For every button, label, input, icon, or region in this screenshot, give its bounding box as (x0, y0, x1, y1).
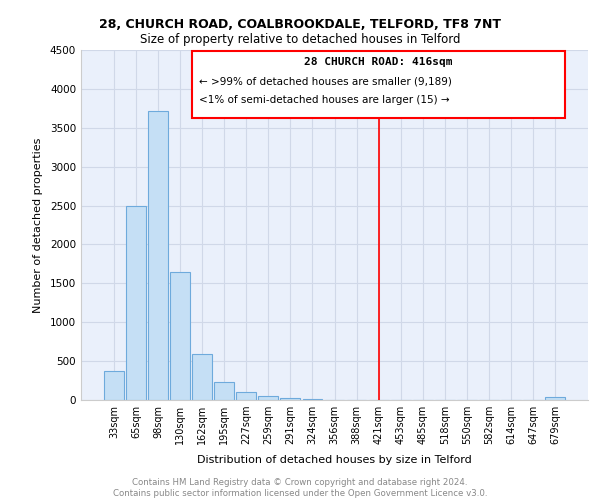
Bar (236, 392, 256, 400)
Y-axis label: Number of detached properties: Number of detached properties (33, 138, 43, 312)
Bar (302, 399, 322, 400)
Text: Size of property relative to detached houses in Telford: Size of property relative to detached ho… (140, 32, 460, 46)
X-axis label: Distribution of detached houses by size in Telford: Distribution of detached houses by size … (197, 456, 472, 466)
FancyBboxPatch shape (192, 51, 565, 118)
Bar (192, 354, 212, 400)
Text: 28, CHURCH ROAD, COALBROOKDALE, TELFORD, TF8 7NT: 28, CHURCH ROAD, COALBROOKDALE, TELFORD,… (99, 18, 501, 30)
Text: <1% of semi-detached houses are larger (15) →: <1% of semi-detached houses are larger (… (199, 95, 449, 105)
Bar (280, 398, 301, 400)
Bar (148, 110, 168, 400)
Text: ← >99% of detached houses are smaller (9,189): ← >99% of detached houses are smaller (9… (199, 76, 452, 86)
Bar (170, 272, 190, 400)
Text: 28 CHURCH ROAD: 416sqm: 28 CHURCH ROAD: 416sqm (304, 57, 453, 67)
Text: Contains HM Land Registry data © Crown copyright and database right 2024.
Contai: Contains HM Land Registry data © Crown c… (113, 478, 487, 498)
Bar (259, 396, 278, 400)
Bar (104, 371, 124, 400)
Bar (126, 206, 146, 400)
Bar (214, 382, 234, 400)
Bar (545, 397, 565, 400)
